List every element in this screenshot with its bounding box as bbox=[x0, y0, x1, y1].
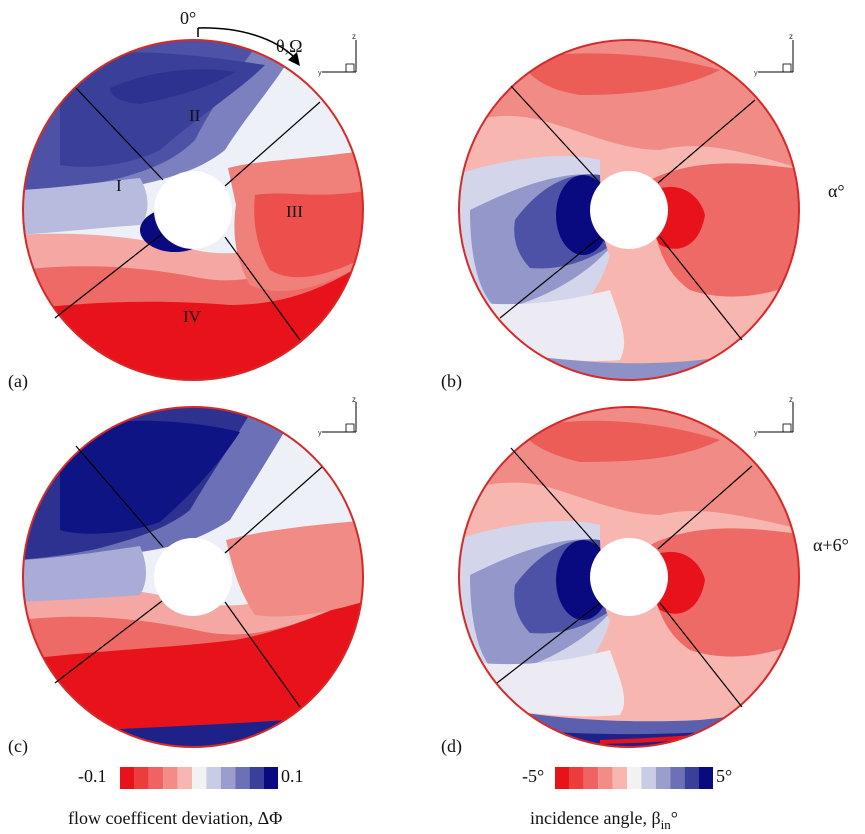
axes-triad-b: z y bbox=[754, 32, 794, 77]
row-label-alpha-plus-6: α+6° bbox=[813, 535, 849, 555]
contour-field-c bbox=[23, 407, 363, 747]
colorbar-flow-max: 0.1 bbox=[281, 766, 304, 786]
sector-line-c4 bbox=[224, 601, 301, 708]
sector-line-a3 bbox=[54, 233, 163, 319]
outer-casing-c bbox=[22, 406, 364, 748]
region-label-IV: IV bbox=[183, 307, 202, 326]
hub-d bbox=[590, 538, 668, 616]
outer-casing-b bbox=[458, 39, 800, 381]
contour-field-a bbox=[23, 40, 363, 380]
colorbar-incidence: -5° 5° incidence angle, βin° bbox=[522, 766, 732, 832]
outer-casing-a bbox=[22, 39, 364, 381]
colorbar-incidence-title: incidence angle, βin° bbox=[530, 808, 678, 832]
sector-line-a2 bbox=[224, 101, 321, 187]
colorbar-flow-swatches bbox=[120, 767, 278, 789]
sector-line-c2 bbox=[224, 466, 323, 554]
contour-field-b bbox=[459, 40, 799, 380]
colorbar-flow: -0.1 0.1 flow coefficent deviation, ΔΦ bbox=[68, 766, 304, 828]
panel-d: (d) α+6° z y bbox=[441, 395, 849, 757]
contour-field-d bbox=[459, 407, 799, 747]
sector-line-c1 bbox=[75, 445, 164, 548]
svg-text:y: y bbox=[318, 70, 322, 77]
panel-letter-d: (d) bbox=[441, 736, 462, 757]
svg-text:z: z bbox=[352, 395, 356, 404]
row-label-alpha: α° bbox=[828, 181, 845, 201]
hub-c bbox=[154, 538, 232, 616]
region-label-I: I bbox=[116, 176, 122, 195]
panel-letter-a: (a) bbox=[8, 371, 28, 392]
axes-triad-a: z y bbox=[318, 32, 357, 77]
sector-line-d3 bbox=[496, 602, 601, 684]
colorbar-incidence-min: -5° bbox=[522, 766, 544, 786]
axes-triad-d: z y bbox=[754, 395, 794, 437]
sector-line-c3 bbox=[54, 600, 163, 684]
sector-line-d2 bbox=[657, 465, 753, 550]
region-label-II: II bbox=[189, 106, 201, 125]
svg-text:z: z bbox=[789, 395, 793, 404]
rotation-arrowhead bbox=[288, 52, 300, 66]
sector-line-d4 bbox=[659, 602, 743, 708]
svg-text:z: z bbox=[352, 32, 356, 41]
hub-b bbox=[590, 171, 668, 249]
hub-a bbox=[154, 171, 232, 249]
sector-line-b3 bbox=[499, 236, 601, 319]
sector-line-b2 bbox=[657, 99, 756, 184]
svg-text:y: y bbox=[754, 70, 758, 77]
svg-text:y: y bbox=[754, 430, 758, 437]
sector-line-b4 bbox=[659, 236, 743, 341]
panel-letter-c: (c) bbox=[8, 736, 28, 757]
theta-omega-label: θ,Ω bbox=[276, 36, 303, 56]
axes-triad-c: z y bbox=[318, 395, 357, 437]
sector-line-a4 bbox=[224, 236, 301, 341]
rotation-arrow bbox=[197, 27, 296, 59]
panel-c: (c) z y bbox=[8, 395, 364, 757]
panel-b: (b) α° z y bbox=[441, 32, 845, 392]
sector-line-b1 bbox=[510, 85, 601, 184]
colorbar-flow-title: flow coefficent deviation, ΔΦ bbox=[68, 808, 282, 828]
region-label-III: III bbox=[286, 202, 303, 221]
panel-a: I II III IV (a) 0° θ,Ω z y bbox=[8, 8, 364, 392]
svg-text:y: y bbox=[318, 430, 322, 437]
colorbar-incidence-max: 5° bbox=[716, 766, 732, 786]
outer-casing-d bbox=[458, 406, 800, 748]
colorbar-incidence-swatches bbox=[555, 767, 713, 789]
zero-degree-label: 0° bbox=[180, 8, 196, 28]
sector-line-d1 bbox=[510, 447, 601, 550]
colorbar-flow-min: -0.1 bbox=[78, 766, 107, 786]
svg-text:z: z bbox=[789, 32, 793, 41]
sector-line-a1 bbox=[75, 87, 164, 181]
panel-letter-b: (b) bbox=[441, 371, 462, 392]
